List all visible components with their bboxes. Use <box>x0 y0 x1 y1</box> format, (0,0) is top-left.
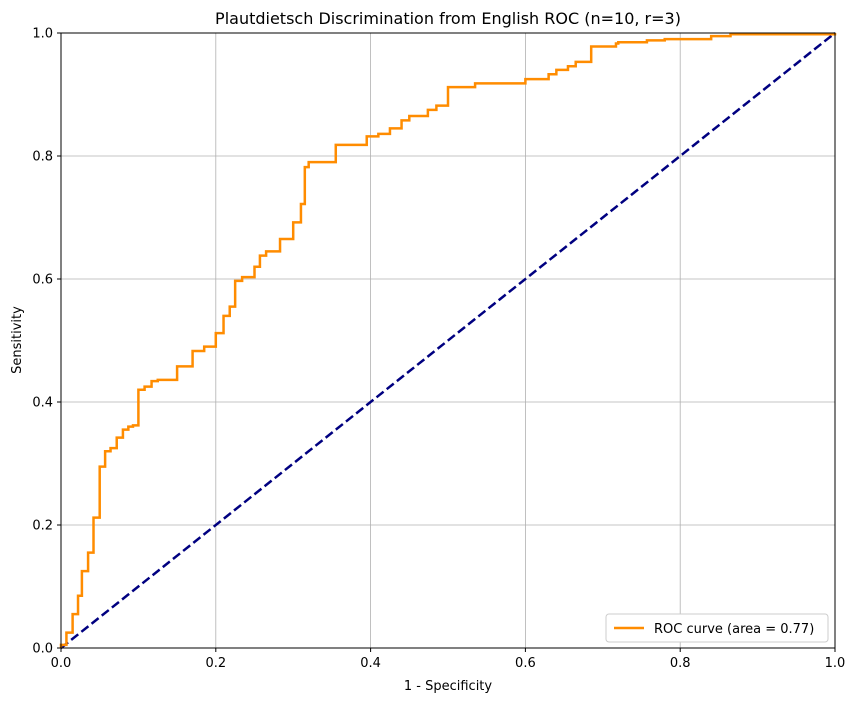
legend: ROC curve (area = 0.77) <box>605 613 829 643</box>
legend-label: ROC curve (area = 0.77) <box>654 622 814 637</box>
x-tick-label: 0.0 <box>51 656 72 671</box>
y-axis-label: Sensitivity <box>10 306 25 374</box>
x-tick-label: 0.8 <box>670 656 691 671</box>
x-tick-label: 0.2 <box>205 656 226 671</box>
x-tick-label: 1.0 <box>825 656 846 671</box>
x-axis-label: 1 - Specificity <box>404 679 493 694</box>
legend-box <box>605 613 829 643</box>
y-tick-label: 0.4 <box>32 396 53 411</box>
chart-title: Plautdietsch Discrimination from English… <box>215 9 681 28</box>
chance-diagonal-line <box>60 32 836 649</box>
y-tick-label: 0.2 <box>32 519 53 534</box>
axis-ticks: 0.0 0.2 0.4 0.6 0.8 1.0 0.0 0.2 0.4 0.6 0.8 1.0 <box>32 27 845 672</box>
x-tick-label: 0.6 <box>515 656 536 671</box>
y-tick-label: 0.8 <box>32 150 53 165</box>
roc-curve-line <box>59 32 837 648</box>
y-tick-label: 1.0 <box>32 27 53 42</box>
series-layer <box>59 32 837 649</box>
x-tick-label: 0.4 <box>360 656 381 671</box>
plot-frame <box>60 32 836 649</box>
y-tick-label: 0.6 <box>32 273 53 288</box>
y-tick-label: 0.0 <box>32 642 53 657</box>
